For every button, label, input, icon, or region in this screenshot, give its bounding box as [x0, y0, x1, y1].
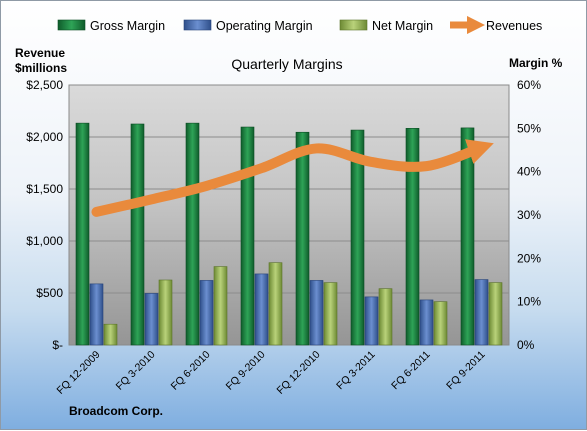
gross-margin-bar	[406, 128, 419, 345]
y-left-label-line2: $millions	[15, 61, 67, 75]
x-tick-label: FQ 12-2009	[55, 349, 103, 397]
x-tick-label: FQ 3-2010	[114, 349, 158, 393]
legend-label-net-margin: Net Margin	[372, 19, 433, 33]
net-margin-bar	[434, 302, 447, 345]
operating-margin-bar	[255, 274, 268, 345]
operating-margin-bar	[310, 280, 323, 345]
y-right-tick-label: 20%	[517, 251, 541, 265]
net-margin-bar	[214, 267, 227, 345]
y-right-label: Margin %	[509, 56, 563, 70]
y-right-tick-label: 0%	[517, 338, 535, 352]
y-left-tick-label: $1,500	[26, 182, 63, 196]
net-margin-bar	[159, 280, 172, 345]
x-tick-label: FQ 3-2011	[334, 349, 378, 393]
chart-title: Quarterly Margins	[231, 56, 342, 72]
legend-swatch-net-margin	[340, 20, 367, 30]
gross-margin-bar	[76, 123, 89, 345]
operating-margin-bar	[90, 284, 103, 345]
operating-margin-bar	[145, 293, 158, 345]
footer-company: Broadcom Corp.	[69, 404, 163, 418]
x-tick-label: FQ 6-2010	[169, 349, 213, 393]
y-right-tick-label: 40%	[517, 165, 541, 179]
x-tick-label: FQ 12-2010	[275, 349, 323, 397]
gross-margin-bar	[461, 128, 474, 345]
x-tick-label: FQ 9-2011	[444, 349, 488, 393]
y-right-tick-label: 30%	[517, 208, 541, 222]
y-left-tick-label: $1,000	[26, 234, 63, 248]
net-margin-bar	[379, 289, 392, 345]
legend-label-operating-margin: Operating Margin	[216, 19, 313, 33]
gross-margin-bar	[186, 123, 199, 345]
operating-margin-bar	[475, 280, 488, 345]
y-left-tick-label: $-	[52, 338, 63, 352]
gross-margin-bar	[131, 124, 144, 345]
y-right-tick-label: 60%	[517, 78, 541, 92]
legend-label-gross-margin: Gross Margin	[90, 19, 165, 33]
y-left-label-line1: Revenue	[15, 46, 65, 60]
net-margin-bar	[324, 283, 337, 345]
legend: Gross Margin Operating Margin Net Margin Re…	[58, 19, 542, 33]
net-margin-bar	[104, 324, 117, 345]
operating-margin-bar	[365, 297, 378, 345]
y-left-tick-label: $2,500	[26, 78, 63, 92]
gross-margin-bar	[241, 127, 254, 345]
net-margin-bar	[489, 283, 502, 345]
y-left-tick-label: $2,000	[26, 130, 63, 144]
y-right-tick-label: 10%	[517, 295, 541, 309]
operating-margin-bar	[420, 300, 433, 345]
x-tick-label: FQ 6-2011	[389, 349, 433, 393]
net-margin-bar	[269, 263, 282, 345]
legend-label-revenues: Revenues	[486, 19, 542, 33]
legend-swatch-gross-margin	[58, 20, 85, 30]
operating-margin-bar	[200, 280, 213, 345]
legend-swatch-operating-margin	[184, 20, 211, 30]
gross-margin-bar	[296, 132, 309, 345]
y-left-tick-label: $500	[36, 286, 63, 300]
x-tick-label: FQ 9-2010	[224, 349, 268, 393]
y-right-tick-label: 50%	[517, 121, 541, 135]
